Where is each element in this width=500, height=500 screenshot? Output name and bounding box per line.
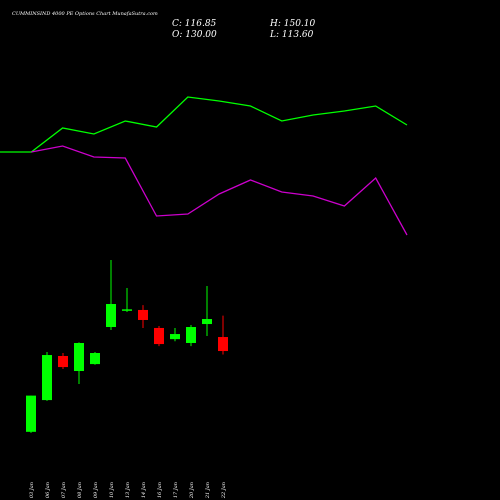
chart-title: CUMMINSIND 4000 PE Options Chart MunafaS…	[12, 11, 158, 17]
x-tick-label: 08 Jan	[77, 482, 83, 498]
candle-body	[154, 327, 164, 345]
x-tick-label: 22 Jan	[221, 482, 227, 499]
candle-body	[26, 395, 36, 432]
x-tick-label: 14 Jan	[141, 482, 147, 498]
x-tick-label: 16 Jan	[157, 482, 163, 498]
low-label: L: 113.60	[269, 30, 314, 40]
close-label: C: 116.85	[172, 19, 217, 29]
x-tick-label: 03 Jan	[29, 482, 35, 498]
x-tick-label: 09 Jan	[93, 482, 99, 498]
candle-body	[42, 355, 52, 401]
high-label: H: 150.10	[269, 19, 316, 29]
candle-body	[58, 355, 68, 368]
candle-body	[90, 353, 100, 365]
x-tick-label: 06 Jan	[45, 482, 51, 498]
candle-body	[202, 319, 212, 325]
line-series	[31, 145, 408, 236]
open-label: O: 130.00	[172, 30, 217, 40]
candle-body	[122, 309, 132, 311]
x-tick-label: 10 Jan	[109, 482, 115, 498]
candle-body	[186, 327, 196, 343]
x-tick-label: 13 Jan	[125, 482, 131, 498]
candle-body	[106, 304, 116, 328]
candle-body	[170, 334, 180, 340]
candle-body	[74, 342, 84, 372]
candle-body	[138, 309, 148, 320]
line-series	[0, 96, 408, 153]
x-tick-label: 21 Jan	[205, 482, 211, 499]
candle-body	[218, 337, 228, 352]
x-tick-label: 20 Jan	[189, 482, 195, 499]
x-tick-label: 17 Jan	[173, 482, 179, 498]
x-tick-label: 07 Jan	[61, 482, 67, 498]
